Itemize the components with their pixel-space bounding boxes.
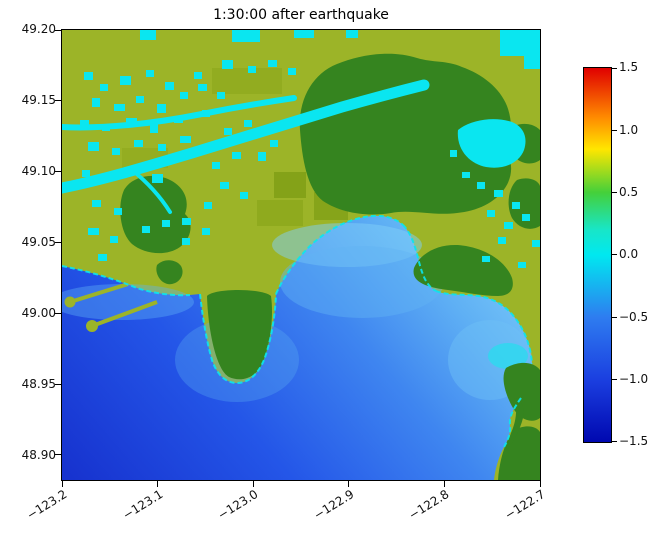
colorbar-tick-label: 0.0 (619, 247, 639, 261)
tick-mark (612, 129, 617, 131)
map-frame (50, 29, 541, 481)
x-tick-label: −123.1 (120, 487, 166, 523)
y-tick-label: 49.15 (21, 93, 56, 107)
land-peninsula (207, 290, 272, 380)
tick-mark (612, 441, 617, 443)
tick-mark (443, 481, 445, 487)
river-channels (56, 79, 430, 214)
causeway-spits (64, 282, 158, 332)
colorbar-tick-label: −1.5 (619, 434, 649, 448)
shoreline-fringe (61, 214, 533, 450)
flood-speckles (80, 60, 540, 268)
tick-mark (539, 481, 541, 487)
colorbar (583, 67, 612, 443)
tick-mark (55, 312, 61, 314)
x-tick-label: −123.0 (215, 487, 261, 523)
x-tick-label: −122.9 (311, 487, 357, 523)
y-tick-label: 48.90 (21, 448, 56, 462)
x-tick-label: −123.2 (24, 487, 70, 523)
tick-mark (157, 481, 159, 487)
flooded-area-patches (140, 30, 540, 168)
colorbar-gradient (584, 68, 611, 442)
land-right-shore (413, 244, 540, 480)
map-image (50, 30, 540, 480)
colorbar-tick-label: −0.5 (619, 310, 649, 324)
land-upland (120, 53, 540, 285)
colorbar-tick-label: 0.5 (619, 185, 639, 199)
tick-mark (252, 481, 254, 487)
tick-mark (612, 67, 617, 69)
tick-mark (55, 100, 61, 102)
tick-mark (61, 481, 63, 487)
y-tick-label: 48.95 (21, 377, 56, 391)
tick-mark (55, 171, 61, 173)
tick-mark (55, 454, 61, 456)
y-tick-label: 49.05 (21, 235, 56, 249)
tick-mark (55, 241, 61, 243)
sea (50, 215, 532, 480)
colorbar-tick-label: 1.0 (619, 123, 639, 137)
tick-mark (612, 192, 617, 194)
tick-mark (55, 383, 61, 385)
colorbar-tick-label: 1.5 (619, 60, 639, 74)
colorbar-tick-label: −1.0 (619, 372, 649, 386)
tick-mark (612, 379, 617, 381)
x-tick-label: −122.8 (406, 487, 452, 523)
y-tick-label: 49.20 (21, 22, 56, 36)
chart-title: 1:30:00 after earthquake (213, 7, 389, 23)
y-tick-label: 49.10 (21, 164, 56, 178)
tick-mark (612, 316, 617, 318)
tick-mark (55, 29, 61, 31)
tick-mark (612, 254, 617, 256)
tick-mark (348, 481, 350, 487)
x-tick-label: −122.7 (502, 487, 548, 523)
y-tick-label: 49.00 (21, 306, 56, 320)
